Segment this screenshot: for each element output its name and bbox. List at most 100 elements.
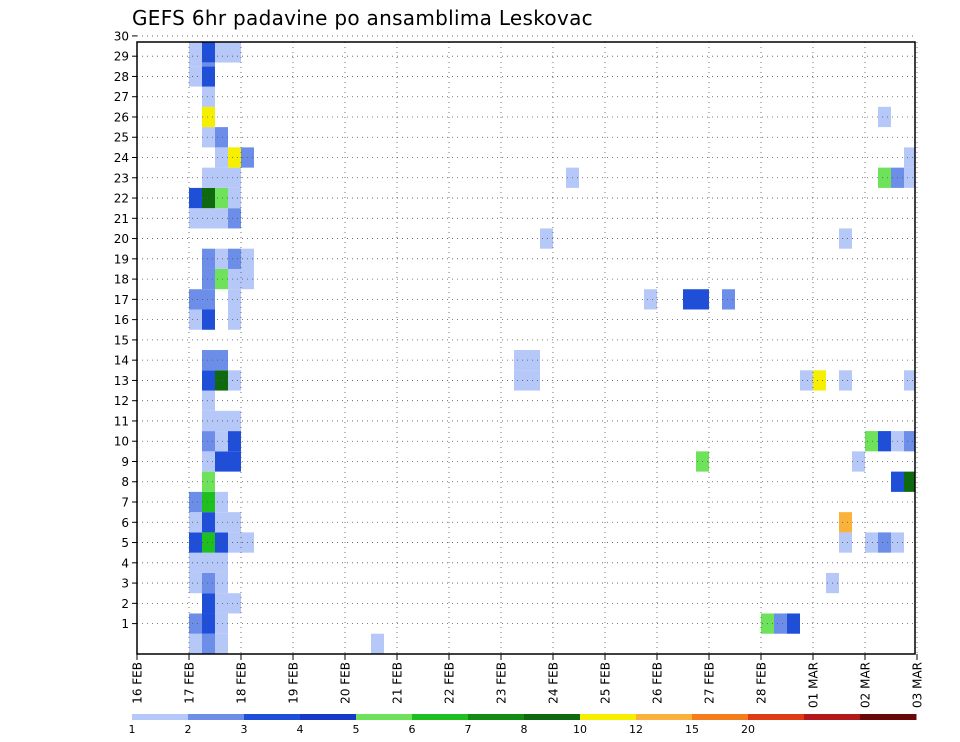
colorbar-segment (412, 714, 469, 720)
heatmap-cell (228, 248, 241, 269)
x-tick-label: 01 MAR (807, 662, 821, 708)
heatmap-cell (189, 66, 202, 87)
heatmap-cell (371, 633, 384, 654)
chart-title: GEFS 6hr padavine po ansamblima Leskovac (132, 6, 593, 30)
colorbar: 1 2 3 4 5 6 7 8 10 12 15 20 (129, 714, 917, 736)
plot-frame (136, 41, 916, 655)
y-tick-label: 18 (114, 273, 129, 287)
heatmap-cell (904, 431, 915, 452)
heatmap-cell (202, 268, 215, 290)
heatmap-cell (228, 410, 241, 432)
heatmap-cell (189, 289, 202, 310)
y-tick-label: 16 (114, 313, 129, 327)
heatmap-cell (202, 127, 215, 148)
heatmap-cell (202, 167, 215, 188)
heatmap-cell (800, 370, 813, 391)
x-tick-label: 18 FEB (235, 662, 249, 704)
heatmap-cell (202, 350, 215, 371)
heatmap-cell (878, 106, 891, 128)
colorbar-label: 3 (241, 723, 248, 736)
colorbar-label: 7 (465, 723, 472, 736)
heatmap-cell (202, 390, 215, 411)
heatmap-cell (228, 593, 241, 614)
heatmap-cell (202, 410, 215, 432)
heatmap-cell (228, 187, 241, 209)
heatmap-cells (189, 42, 915, 654)
x-tick-label: 26 FEB (651, 662, 665, 704)
heatmap-cell (722, 289, 735, 310)
heatmap-cell (215, 127, 228, 148)
heatmap-cell (215, 187, 228, 209)
y-tick-label: 1 (121, 617, 129, 631)
heatmap-cell (527, 350, 540, 371)
heatmap-cell (202, 633, 215, 654)
heatmap-cell (228, 512, 241, 533)
x-tick-label: 16 FEB (131, 662, 145, 704)
x-tick-label: 03 MAR (911, 662, 925, 708)
heatmap-cell (228, 208, 241, 229)
heatmap-cell (904, 147, 915, 168)
x-tick-label: 02 MAR (859, 662, 873, 708)
heatmap-cell (189, 572, 202, 594)
heatmap-cell (215, 268, 228, 290)
heatmap-cell (228, 451, 241, 472)
x-tick-label: 22 FEB (443, 662, 457, 704)
x-axis: 16 FEB 17 FEB 18 FEB 19 FEB 20 FEB 21 FEB 22 F… (131, 654, 925, 708)
heatmap-cell (774, 613, 787, 634)
colorbar-segment (132, 714, 189, 720)
y-tick-label: 25 (114, 131, 129, 145)
heatmap-cell (202, 187, 215, 209)
colorbar-label: 2 (185, 723, 192, 736)
y-tick-label: 27 (114, 90, 129, 104)
heatmap-cell (215, 208, 228, 229)
heatmap-cell (839, 370, 852, 391)
y-tick-label: 9 (121, 455, 129, 469)
heatmap-cell (215, 572, 228, 594)
heatmap-cell (839, 512, 852, 533)
heatmap-cell (540, 228, 553, 249)
heatmap-cell (189, 512, 202, 533)
y-tick-label: 28 (114, 70, 129, 84)
y-tick-label: 6 (121, 516, 129, 530)
heatmap-cell (215, 147, 228, 168)
y-axis: 1234567891011121314151617181920212223242… (114, 29, 137, 631)
y-tick-label: 8 (121, 475, 129, 489)
colorbar-label: 4 (297, 723, 304, 736)
heatmap-cell (202, 309, 215, 330)
y-tick-label: 22 (114, 192, 129, 206)
colorbar-segment (244, 714, 301, 720)
y-tick-label: 13 (114, 374, 129, 388)
y-tick-label: 21 (114, 212, 129, 226)
heatmap-cell (878, 167, 891, 188)
y-tick-label: 17 (114, 293, 129, 307)
heatmap-cell (228, 309, 241, 330)
heatmap-cell (202, 66, 215, 87)
grid-lines (137, 35, 918, 654)
colorbar-segment (300, 714, 357, 720)
x-tick-label: 24 FEB (547, 662, 561, 704)
colorbar-label: 12 (629, 723, 643, 736)
y-tick-label: 14 (114, 354, 129, 368)
heatmap-cell (228, 289, 241, 310)
heatmap-cell (202, 42, 215, 63)
colorbar-segment (356, 714, 413, 720)
heatmap-cell (189, 552, 202, 573)
y-tick-label: 11 (114, 414, 129, 428)
heatmap-cell (189, 208, 202, 229)
heatmap-cell (215, 42, 228, 63)
heatmap-cell (215, 370, 228, 391)
y-tick-label: 26 (114, 110, 129, 124)
heatmap-cell (644, 289, 657, 310)
heatmap-cell (202, 106, 215, 128)
heatmap-cell (228, 431, 241, 452)
heatmap-cell (215, 552, 228, 573)
heatmap-cell (202, 208, 215, 229)
heatmap-cell (904, 167, 915, 188)
colorbar-segment (580, 714, 637, 720)
colorbar-label: 8 (521, 723, 528, 736)
colorbar-segment (692, 714, 749, 720)
heatmap-cell (202, 370, 215, 391)
heatmap-cell (878, 532, 891, 553)
heatmap-cell (215, 451, 228, 472)
